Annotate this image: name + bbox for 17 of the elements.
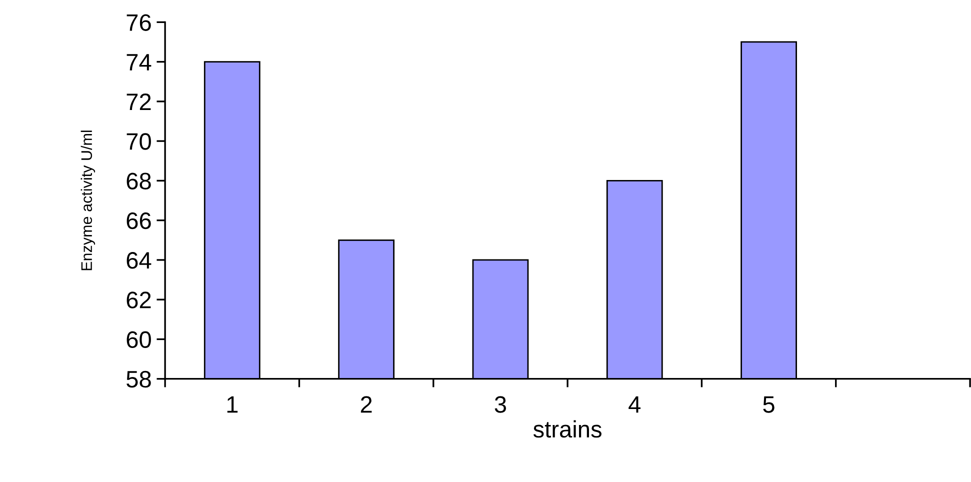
y-tick-label: 64 [126, 252, 152, 269]
y-tick-label: 66 [126, 212, 151, 230]
y-tick-label: 74 [126, 54, 152, 70]
y-tick-label: 76 [126, 14, 151, 31]
y-tick-label: 62 [126, 292, 151, 308]
x-tick-label: 3 [494, 396, 506, 413]
y-tick-label: 68 [126, 172, 151, 190]
y-tick-label: 70 [126, 133, 151, 150]
x-axis-title: strains [533, 420, 602, 438]
y-tick-label: 58 [126, 370, 151, 388]
y-tick-label: 72 [126, 94, 151, 110]
x-tick-label: 1 [227, 396, 238, 413]
x-tick-label: 5 [763, 396, 774, 413]
y-tick-label: 60 [126, 331, 151, 348]
x-tick-label: 4 [628, 396, 641, 413]
y-axis-title: Enzyme activity U/ml [80, 130, 96, 270]
x-tick-label: 2 [360, 396, 372, 413]
